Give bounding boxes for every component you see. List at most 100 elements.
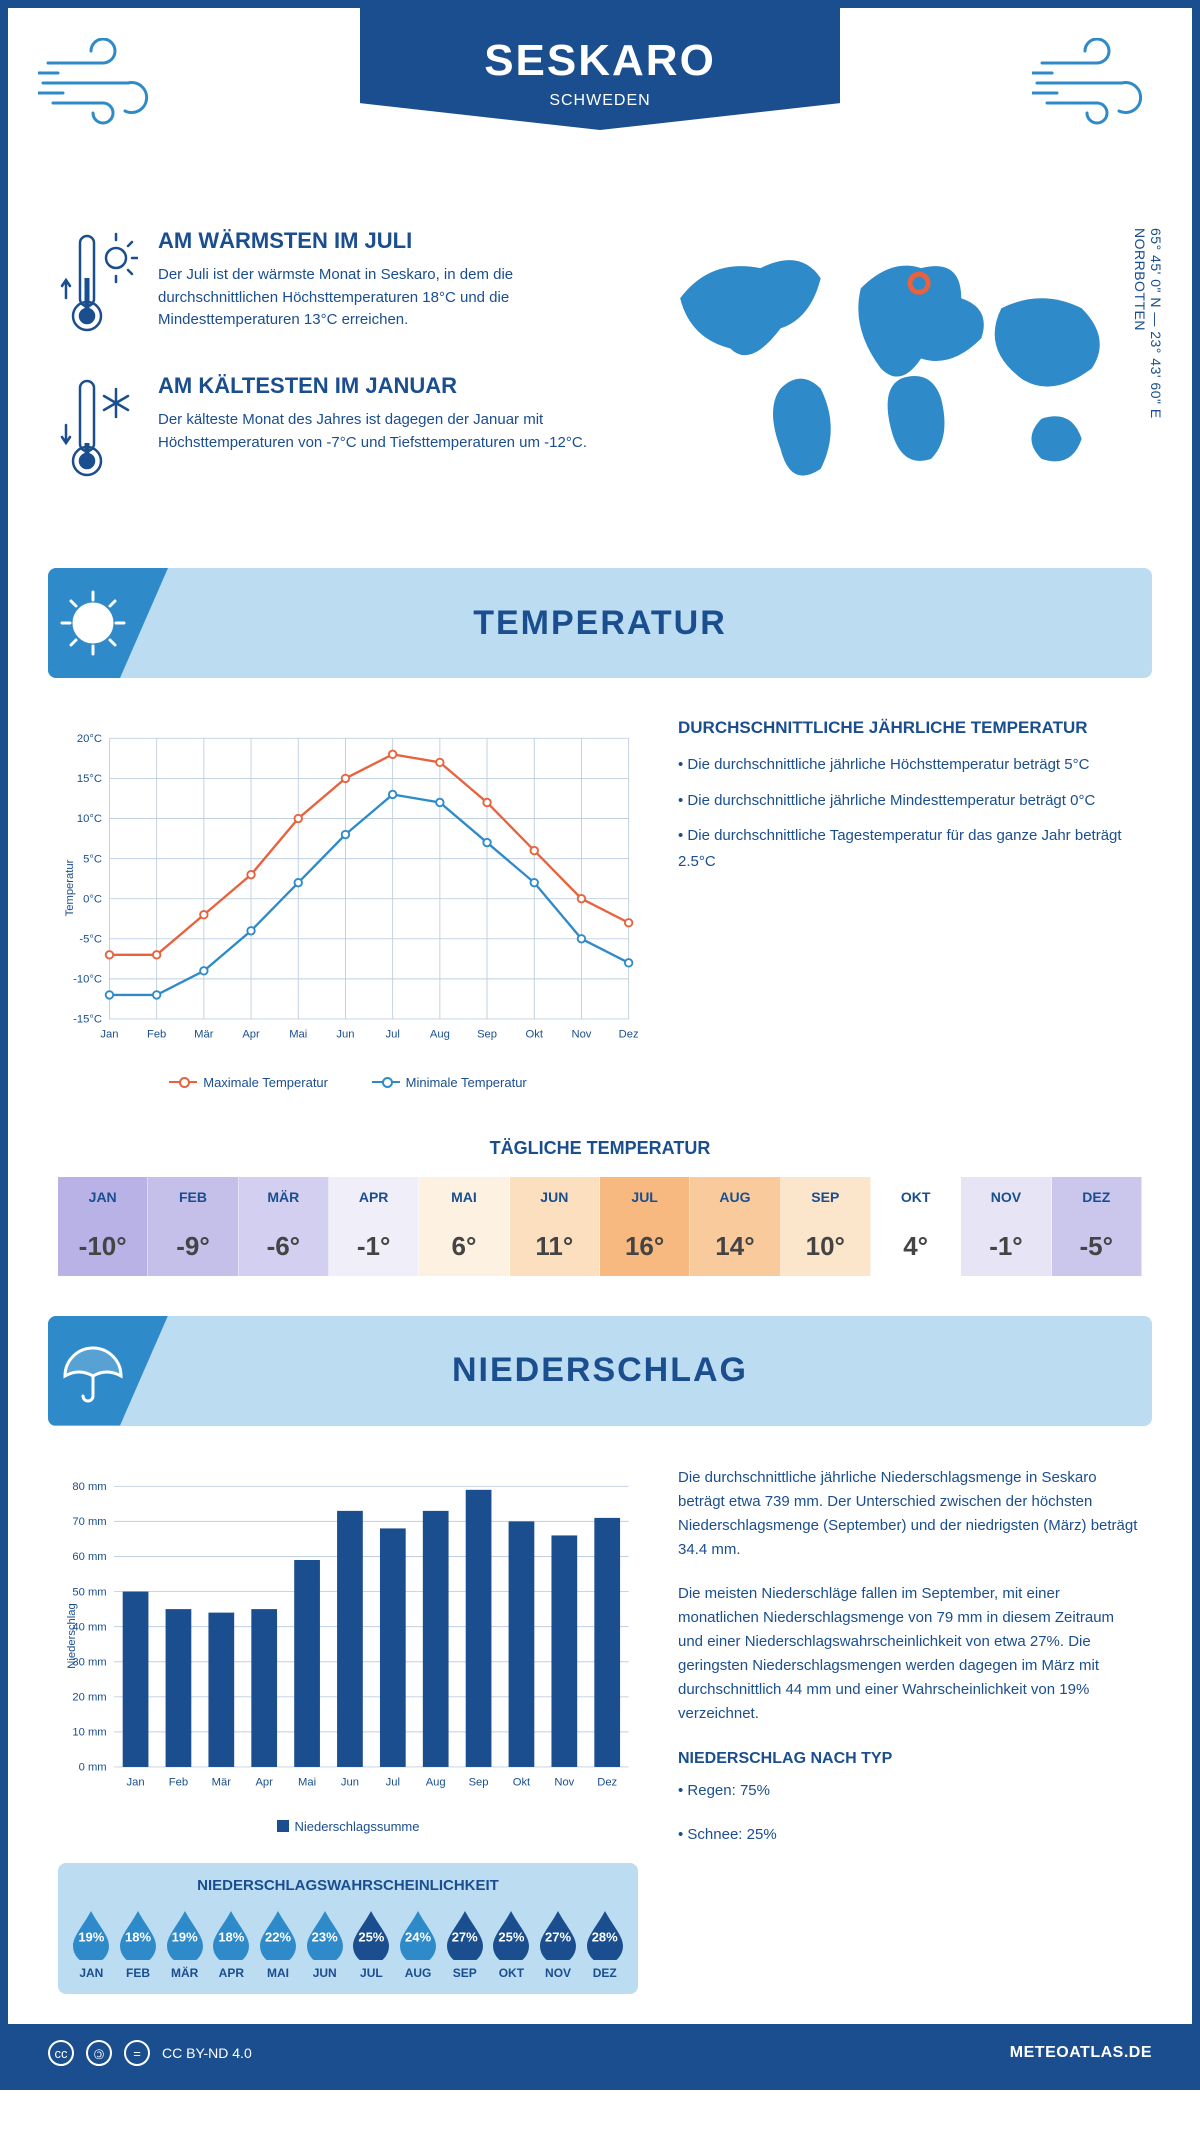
svg-text:Niederschlag: Niederschlag	[66, 1603, 78, 1668]
svg-text:Mai: Mai	[289, 1029, 307, 1041]
prob-cell: 19% MÄR	[161, 1908, 208, 1980]
fact-coldest: AM KÄLTESTEN IM JANUAR Der kälteste Mona…	[58, 373, 610, 488]
page-title: SESKARO	[370, 36, 830, 86]
fact-title: AM WÄRMSTEN IM JULI	[158, 228, 610, 254]
raindrop-icon: 28%	[583, 1908, 627, 1960]
month-label: MÄR	[239, 1177, 328, 1217]
svg-text:Apr: Apr	[255, 1776, 273, 1788]
temp-cell: APR-1°	[329, 1177, 419, 1276]
prob-cell: 24% AUG	[395, 1908, 442, 1980]
temp-cell: MÄR-6°	[239, 1177, 329, 1276]
month-label: DEZ	[1052, 1177, 1141, 1217]
temp-value: 11°	[510, 1217, 599, 1276]
svg-text:20 mm: 20 mm	[72, 1691, 106, 1703]
svg-text:Temperatur: Temperatur	[64, 859, 76, 916]
prob-cell: 19% JAN	[68, 1908, 115, 1980]
temp-cell: JAN-10°	[58, 1177, 148, 1276]
temp-value: 14°	[690, 1217, 779, 1276]
month-label: DEZ	[581, 1966, 628, 1980]
svg-text:Apr: Apr	[242, 1029, 260, 1041]
month-label: JAN	[68, 1966, 115, 1980]
fact-text: Der Juli ist der wärmste Monat in Seskar…	[158, 264, 610, 332]
svg-text:0 mm: 0 mm	[79, 1761, 107, 1773]
prob-value: 18%	[218, 1930, 244, 1945]
temp-value: 6°	[419, 1217, 508, 1276]
temp-value: -1°	[961, 1217, 1050, 1276]
prob-title: NIEDERSCHLAGSWAHRSCHEINLICHKEIT	[68, 1877, 628, 1894]
svg-text:Jul: Jul	[385, 1029, 399, 1041]
prob-cell: 27%NOV	[535, 1908, 582, 1980]
svg-text:Mär: Mär	[212, 1776, 232, 1788]
svg-text:Feb: Feb	[147, 1029, 166, 1041]
prob-value: 18%	[125, 1930, 151, 1945]
svg-text:Mär: Mär	[194, 1029, 214, 1041]
svg-text:70 mm: 70 mm	[72, 1516, 106, 1528]
month-label: APR	[329, 1177, 418, 1217]
month-label: MÄR	[161, 1966, 208, 1980]
prob-value: 25%	[358, 1930, 384, 1945]
thermometer-cold-icon	[58, 373, 138, 488]
svg-text:50 mm: 50 mm	[72, 1586, 106, 1598]
temp-value: -6°	[239, 1217, 328, 1276]
section-header-precipitation: NIEDERSCHLAG	[48, 1316, 1152, 1426]
raindrop-icon: 25%	[489, 1908, 533, 1960]
world-map-icon	[640, 228, 1142, 514]
month-label: NOV	[961, 1177, 1050, 1217]
temp-cell: SEP10°	[781, 1177, 871, 1276]
prob-cell: 28% DEZ	[581, 1908, 628, 1980]
month-label: JUN	[301, 1966, 348, 1980]
month-label: AUG	[395, 1966, 442, 1980]
prob-value: 25%	[498, 1930, 524, 1945]
month-label: FEB	[148, 1177, 237, 1217]
prob-cell: 23%JUN	[301, 1908, 348, 1980]
precip-type-heading: NIEDERSCHLAG NACH TYP	[678, 1746, 1142, 1772]
svg-text:Dez: Dez	[619, 1029, 638, 1041]
intro-facts: AM WÄRMSTEN IM JULI Der Juli ist der wär…	[58, 228, 610, 518]
legend-min: Minimale Temperatur	[406, 1075, 527, 1090]
raindrop-icon: 19%	[69, 1908, 113, 1960]
section-header-temperature: TEMPERATUR	[48, 568, 1152, 678]
prob-cell: 18%FEB	[115, 1908, 162, 1980]
temperature-summary: DURCHSCHNITTLICHE JÄHRLICHE TEMPERATUR •…	[678, 718, 1142, 1098]
month-label: AUG	[690, 1177, 779, 1217]
month-label: SEP	[781, 1177, 870, 1217]
daily-temp-table: JAN-10°FEB-9°MÄR-6°APR-1°MAI6°JUN11°JUL1…	[58, 1177, 1142, 1276]
nd-icon: =	[124, 2040, 150, 2066]
sun-icon	[48, 568, 168, 678]
header-banner: SESKARO SCHWEDEN	[360, 8, 840, 130]
temp-value: -10°	[58, 1217, 147, 1276]
month-label: OKT	[488, 1966, 535, 1980]
svg-text:80 mm: 80 mm	[72, 1481, 106, 1493]
raindrop-icon: 22%	[256, 1908, 300, 1960]
temp-cell: OKT4°	[871, 1177, 961, 1276]
svg-text:Jun: Jun	[341, 1776, 359, 1788]
cc-icon: cc	[48, 2040, 74, 2066]
daily-temp-title: TÄGLICHE TEMPERATUR	[8, 1138, 1192, 1159]
svg-text:Mai: Mai	[298, 1776, 316, 1788]
temp-cell: NOV-1°	[961, 1177, 1051, 1276]
legend-label: Niederschlagssumme	[295, 1819, 420, 1834]
month-label: NOV	[535, 1966, 582, 1980]
temp-summary-heading: DURCHSCHNITTLICHE JÄHRLICHE TEMPERATUR	[678, 718, 1142, 738]
temp-value: 10°	[781, 1217, 870, 1276]
header: SESKARO SCHWEDEN	[8, 8, 1192, 208]
footer-brand: METEOATLAS.DE	[1010, 2044, 1152, 2062]
fact-warmest: AM WÄRMSTEN IM JULI Der Juli ist der wär…	[58, 228, 610, 343]
temp-bullet: • Die durchschnittliche jährliche Höchst…	[678, 752, 1142, 778]
prob-cell: 18%APR	[208, 1908, 255, 1980]
temperature-block: -15°C-10°C-5°C0°C5°C10°C15°C20°CJanFebMä…	[8, 698, 1192, 1108]
umbrella-icon	[48, 1316, 168, 1426]
license-text: CC BY-ND 4.0	[162, 2045, 252, 2061]
raindrop-icon: 19%	[163, 1908, 207, 1960]
footer-license: cc 🄯 = CC BY-ND 4.0	[48, 2040, 252, 2066]
temp-value: -5°	[1052, 1217, 1141, 1276]
raindrop-icon: 25%	[349, 1908, 393, 1960]
svg-text:Nov: Nov	[571, 1029, 591, 1041]
svg-text:Jul: Jul	[386, 1776, 400, 1788]
temp-cell: MAI6°	[419, 1177, 509, 1276]
temp-bullet: • Die durchschnittliche jährliche Mindes…	[678, 788, 1142, 814]
svg-text:Feb: Feb	[169, 1776, 188, 1788]
prob-value: 24%	[405, 1930, 431, 1945]
wind-icon	[38, 38, 168, 133]
svg-text:Okt: Okt	[513, 1776, 531, 1788]
